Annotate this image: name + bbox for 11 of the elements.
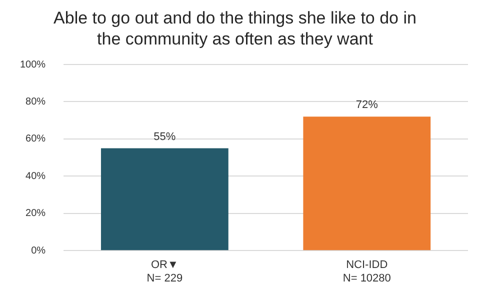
y-tick-label: 80% bbox=[26, 96, 46, 108]
x-tick-label: NCI-IDD N= 10280 bbox=[342, 259, 391, 284]
y-tick-label: 0% bbox=[31, 245, 46, 256]
x-tick-label: OR▼ N= 229 bbox=[146, 259, 183, 284]
chart-title: Able to go out and do the things she like to do in the community as often as they want bbox=[54, 8, 416, 49]
y-tick-label: 60% bbox=[26, 134, 46, 145]
y-tick-label: 40% bbox=[26, 170, 46, 182]
data-label: 55% bbox=[154, 130, 176, 143]
data-label: 72% bbox=[356, 99, 378, 112]
y-tick-label: 100% bbox=[20, 59, 46, 70]
y-tick-label: 20% bbox=[26, 208, 46, 220]
